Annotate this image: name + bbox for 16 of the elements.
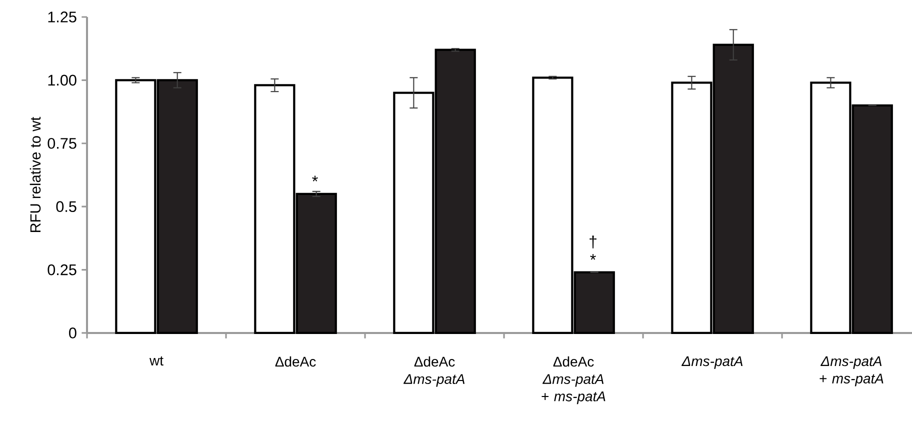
- x-tick-label: ΔdeAc Δms-patA + ms-patA: [542, 356, 606, 404]
- y-tick-label: 0: [69, 328, 76, 338]
- y-tick-label: 1.00: [48, 74, 76, 86]
- x-tick-label: wt: [149, 356, 164, 366]
- annotation: †: [590, 236, 596, 248]
- x-tick-label: Δms-patA: [682, 356, 743, 369]
- annotation: *: [590, 254, 596, 260]
- y-tick-label: 0.5: [56, 201, 76, 212]
- y-tick-label: 0.25: [48, 264, 76, 276]
- y-axis-title: RFU relative to wt: [30, 116, 41, 232]
- x-tick-label: ΔdeAc: [275, 356, 316, 367]
- x-tick-label: ΔdeAc Δms-patA: [403, 356, 465, 387]
- annotation: *: [312, 176, 318, 182]
- y-tick-label: 1.25: [48, 12, 76, 22]
- y-tick-label: 0.75: [48, 138, 76, 149]
- x-tick-label: Δms-patA + ms-patA: [820, 356, 884, 386]
